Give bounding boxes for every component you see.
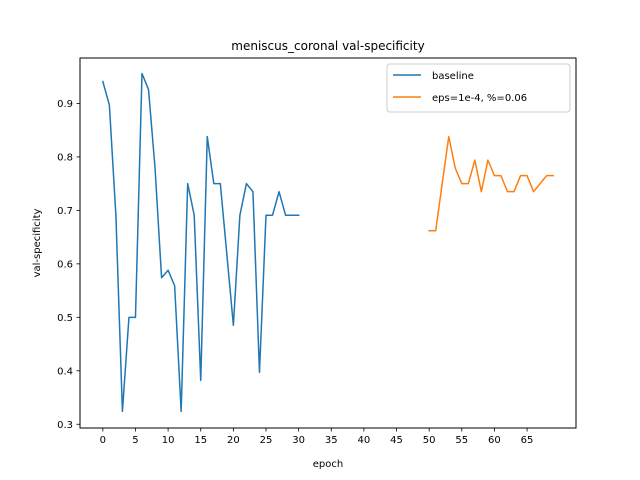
axes-frame xyxy=(79,57,577,429)
x-tick-label: 30 xyxy=(292,435,305,446)
x-tick-label: 55 xyxy=(455,435,468,446)
x-tick-label: 40 xyxy=(358,435,371,446)
legend-box xyxy=(386,63,571,113)
y-tick-label: 0.4 xyxy=(57,366,73,377)
x-tick-label: 60 xyxy=(488,435,501,446)
y-tick-label: 0.8 xyxy=(57,152,73,163)
y-tick-label: 0.6 xyxy=(57,259,73,270)
x-axis-label: epoch xyxy=(313,459,343,470)
x-tick-label: 20 xyxy=(227,435,240,446)
legend: baseline eps=1e-4, %=0.06 xyxy=(386,63,571,113)
chart-title: meniscus_coronal val-specificity xyxy=(231,39,424,53)
x-tick-label: 10 xyxy=(162,435,175,446)
series-line-eps xyxy=(428,135,554,232)
x-tick-label: 50 xyxy=(423,435,436,446)
x-tick-label: 5 xyxy=(132,435,138,446)
x-tick-label: 0 xyxy=(100,435,106,446)
x-tick-label: 25 xyxy=(260,435,273,446)
legend-entry-baseline: baseline xyxy=(432,71,474,82)
y-axis-label: val-specificity xyxy=(32,209,43,278)
plot-area: 0 5 10 15 20 25 30 35 40 45 50 55 60 65 0.3 0.4 0.5 0.6 0.… xyxy=(57,72,554,446)
x-tick-label: 45 xyxy=(390,435,403,446)
y-tick-label: 0.3 xyxy=(57,420,73,431)
x-tick-label: 15 xyxy=(194,435,207,446)
y-tick-label: 0.5 xyxy=(57,313,73,324)
y-tick-label: 0.7 xyxy=(57,206,73,217)
x-tick-label: 65 xyxy=(521,435,534,446)
x-tick-label: 35 xyxy=(325,435,338,446)
legend-entry-eps: eps=1e-4, %=0.06 xyxy=(432,93,527,104)
series-line-baseline xyxy=(101,72,300,413)
y-tick-label: 0.9 xyxy=(57,99,73,110)
